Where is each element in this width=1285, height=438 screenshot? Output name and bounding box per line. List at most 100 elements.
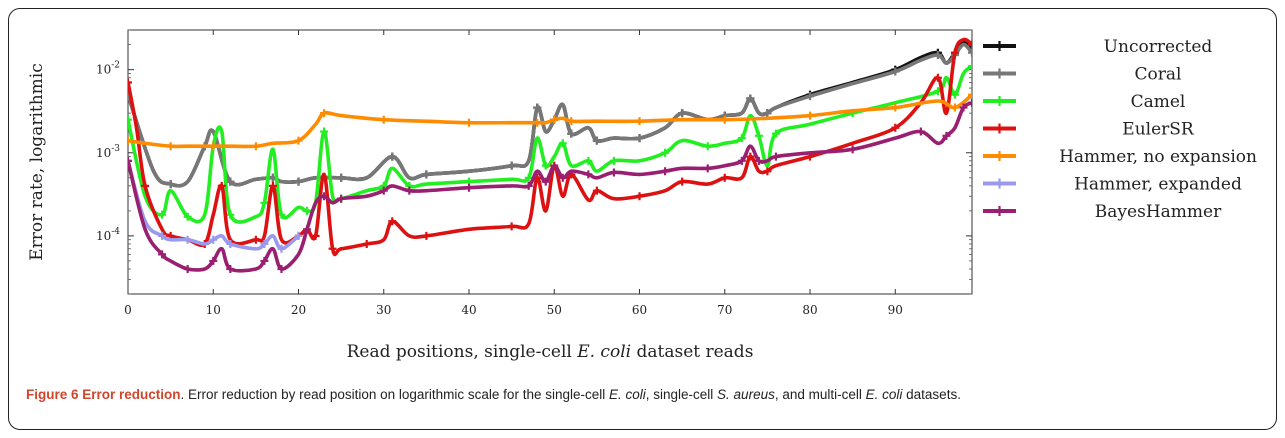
- figure-caption: Figure 6 Error reduction. Error reductio…: [26, 385, 1261, 404]
- data-point: [209, 235, 218, 244]
- data-point: [362, 239, 371, 248]
- data-point: [277, 244, 286, 253]
- data-point: [337, 194, 346, 203]
- x-axis-label: Read positions, single-cell E. coli data…: [347, 342, 754, 362]
- data-point: [950, 90, 959, 99]
- data-point: [251, 235, 260, 244]
- data-point: [771, 152, 780, 161]
- data-point: [609, 168, 618, 177]
- caption-italic: S. aureus: [717, 387, 775, 402]
- data-point: [891, 67, 900, 76]
- data-point: [524, 181, 533, 190]
- data-point: [635, 134, 644, 143]
- data-point: [388, 217, 397, 226]
- data-point: [950, 103, 959, 112]
- figure-frame: [8, 8, 1277, 430]
- data-point: [763, 109, 772, 118]
- data-point: [251, 142, 260, 151]
- x-tick-label: 90: [888, 303, 903, 317]
- x-tick-label: 0: [124, 303, 132, 317]
- x-tick-label: 50: [547, 303, 562, 317]
- data-point: [260, 198, 269, 207]
- data-point: [260, 256, 269, 265]
- data-point: [550, 115, 559, 124]
- data-point: [661, 148, 670, 157]
- data-point: [465, 118, 474, 127]
- y-axis-label: Error rate, logarithmic: [27, 63, 47, 261]
- data-point: [183, 212, 192, 221]
- data-point: [916, 127, 925, 136]
- series-camel: [128, 62, 972, 224]
- data-point: [260, 239, 269, 248]
- data-point: [703, 164, 712, 173]
- data-point: [754, 131, 763, 140]
- x-tick-label: 30: [376, 303, 391, 317]
- data-point: [541, 161, 550, 170]
- x-tick-label: 10: [206, 303, 221, 317]
- data-point: [141, 181, 150, 190]
- data-point: [337, 173, 346, 182]
- data-point: [303, 225, 312, 234]
- data-point: [320, 109, 329, 118]
- data-point: [959, 103, 968, 112]
- data-point: [166, 180, 175, 189]
- data-point: [320, 127, 329, 136]
- x-axis-label-italic: E. coli: [576, 342, 631, 362]
- legend-label: Camel: [1131, 92, 1186, 112]
- data-point: [771, 129, 780, 138]
- legend-label: Coral: [1135, 65, 1182, 85]
- data-point: [465, 183, 474, 192]
- error-rate-chart: 0 10 20 30 40 50 60 70 80 90 10-4 10-3 10-2 Uncorrec…: [27, 29, 1257, 362]
- data-point: [609, 156, 618, 165]
- data-point: [422, 231, 431, 240]
- data-point: [661, 167, 670, 176]
- data-point: [217, 181, 226, 190]
- y-tick-label: 10-3: [96, 144, 120, 160]
- data-point: [533, 103, 542, 112]
- series-line-camel: [128, 64, 972, 224]
- data-point: [806, 111, 815, 120]
- data-point: [226, 239, 235, 248]
- data-point: [128, 136, 132, 145]
- data-point: [746, 94, 755, 103]
- caption-text: . Error reduction by read position on lo…: [180, 387, 609, 402]
- data-point: [720, 173, 729, 182]
- data-point: [567, 129, 576, 138]
- data-point: [968, 90, 972, 99]
- data-point: [933, 51, 942, 60]
- data-point: [968, 40, 972, 49]
- data-point: [703, 142, 712, 151]
- data-point: [379, 115, 388, 124]
- x-tick-label: 70: [717, 303, 732, 317]
- data-point: [891, 123, 900, 132]
- data-point: [942, 131, 951, 140]
- data-point: [209, 142, 218, 151]
- data-point: [754, 156, 763, 165]
- data-point: [968, 98, 972, 107]
- data-point: [678, 109, 687, 118]
- x-tick-label: 40: [461, 303, 476, 317]
- data-point: [226, 177, 235, 186]
- data-point: [720, 115, 729, 124]
- data-point: [584, 156, 593, 165]
- data-point: [128, 115, 132, 124]
- y-tick-label: 10-2: [96, 61, 120, 77]
- data-point: [209, 256, 218, 265]
- data-point: [533, 118, 542, 127]
- data-point: [541, 177, 550, 186]
- data-point: [405, 186, 414, 195]
- caption-text: datasets.: [902, 387, 961, 402]
- data-point: [128, 156, 132, 165]
- legend-label: Uncorrected: [1104, 37, 1213, 57]
- data-point: [277, 264, 286, 273]
- data-point: [268, 181, 277, 190]
- legend-entry-camel: Camel: [983, 92, 1185, 112]
- data-point: [950, 48, 959, 57]
- legend-entry-eulersr: EulerSR: [983, 120, 1195, 140]
- data-point: [379, 186, 388, 195]
- data-point: [558, 173, 567, 182]
- data-point: [226, 264, 235, 273]
- x-tick-label: 60: [632, 303, 647, 317]
- series-bayeshammer: [128, 98, 972, 273]
- caption-italic: E. coli: [609, 387, 646, 402]
